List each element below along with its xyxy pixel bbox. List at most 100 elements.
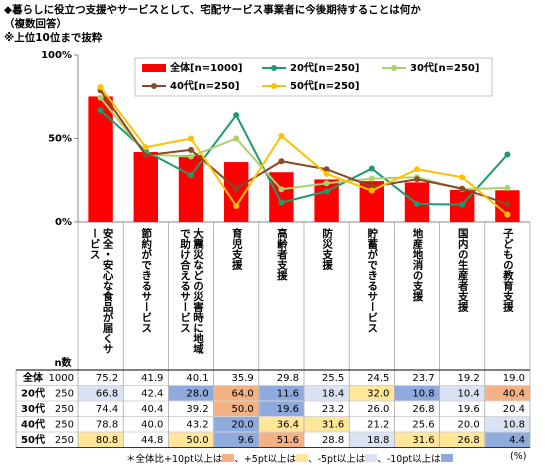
cell-highlight [259,401,304,416]
legend-swatch [271,83,277,89]
cell-highlight [394,432,440,447]
category-box: 節約ができるサービス [123,228,168,356]
table-value: 35.9 [232,373,254,384]
footnote-text: 、+5pt以上は [234,454,297,465]
line [99,109,509,206]
table-value: 25.5 [322,373,344,384]
table-value: 50.0 [186,435,208,446]
cell-highlight [78,386,123,401]
marker [188,153,194,160]
bar [88,96,113,222]
table-value: 51.6 [277,435,299,446]
line [99,86,509,216]
footnote-text: ＊全体比+10pt以上は [126,454,223,465]
category-box: 高齢者支援 [259,228,304,356]
marker [368,175,375,182]
table-value: 29.8 [277,373,299,384]
table-value: 9.6 [238,435,254,446]
marker [278,158,285,165]
marker [323,180,330,187]
category-box: 大震災などの災害時に地域で助け合えるサービス [168,228,213,356]
marker [142,152,149,159]
cell-highlight [168,386,214,401]
marker [278,186,285,193]
row-label: 50代 [21,433,45,446]
marker [504,211,511,218]
table-value: 10.8 [412,388,434,399]
cell-highlight [168,432,214,447]
marker [142,144,149,151]
cell-highlight [214,432,259,447]
unit: (%) [510,451,527,462]
legend-label: 30代[n=250] [410,61,479,74]
marker [504,151,511,158]
x-tick-label: 高齢者支援 [275,228,288,281]
cell-highlight [440,432,485,447]
marker [414,166,420,173]
table-value: 40.0 [141,419,163,430]
legend-label: 全体[n=1000] [169,61,242,74]
marker [233,202,240,209]
table-value: 74.4 [96,404,118,415]
category-box: 防災支援 [304,228,349,356]
table-value: 20.0 [232,419,254,430]
row-n: 250 [55,404,74,415]
table-value: 78.8 [96,419,118,430]
table-value: 32.0 [367,388,389,399]
table-value: 21.2 [367,419,389,430]
bar [178,155,204,222]
table-value: 26.8 [412,404,434,415]
marker [188,146,194,153]
marker [233,135,240,142]
table-header: n数 [54,356,72,369]
table-value: 41.9 [141,373,163,384]
row-label: 40代 [21,417,45,430]
cell-highlight [485,386,530,401]
table-value: 40.4 [141,404,163,415]
marker [414,200,420,207]
table-value: 80.8 [96,435,118,446]
table-value: 28.0 [186,388,208,399]
table-value: 36.4 [277,419,299,430]
bar [133,152,159,222]
marker [459,185,466,192]
category-box: 安全・安心な食品が届くサービス [78,228,123,356]
note: ※上位10位まで抜粋 [4,32,103,44]
x-tick-label: 節約ができるサービス [140,228,153,333]
category-box: 国内の生産者支援 [440,228,485,356]
marker [323,188,330,195]
x-tick-label: 防災支援 [321,228,334,270]
table-value: 18.8 [367,435,389,446]
marker [278,132,285,139]
footnote: ＊全体比+10pt以上は 、+5pt以上は 、-5pt以上は 、-10pt以上は [126,451,453,465]
row-n: 250 [55,419,74,430]
table-value: 50.0 [232,404,254,415]
cell-highlight [78,432,123,447]
footnote-swatch [440,454,453,462]
table-value: 31.6 [412,435,434,446]
table-value: 25.6 [412,419,434,430]
row-label: 20代 [21,386,45,399]
x-tick-label: 地産地消の支援 [411,228,424,302]
table-value: 31.6 [322,419,344,430]
row-label: 30代 [21,402,45,415]
cell-highlight [214,401,259,416]
x-tick-label: 育児支援 [230,228,243,270]
cell-highlight [259,417,304,432]
cell-highlight [349,386,394,401]
footnote-text: 、-5pt以上は [308,454,366,465]
table-value: 23.7 [412,373,434,384]
cell-highlight [304,386,349,401]
table-value: 26.0 [367,404,389,415]
legend-swatch [142,64,166,72]
x-tick-label: 子どもの教育支援 [501,228,514,312]
x-tick-label: 国内の生産者支援 [456,228,469,312]
table-value: 39.2 [186,404,208,415]
table-value: 26.8 [458,435,480,446]
legend-swatch [271,65,277,71]
row-n: 250 [55,388,74,399]
table-value: 40.1 [186,373,208,384]
table-value: 24.5 [367,373,389,384]
